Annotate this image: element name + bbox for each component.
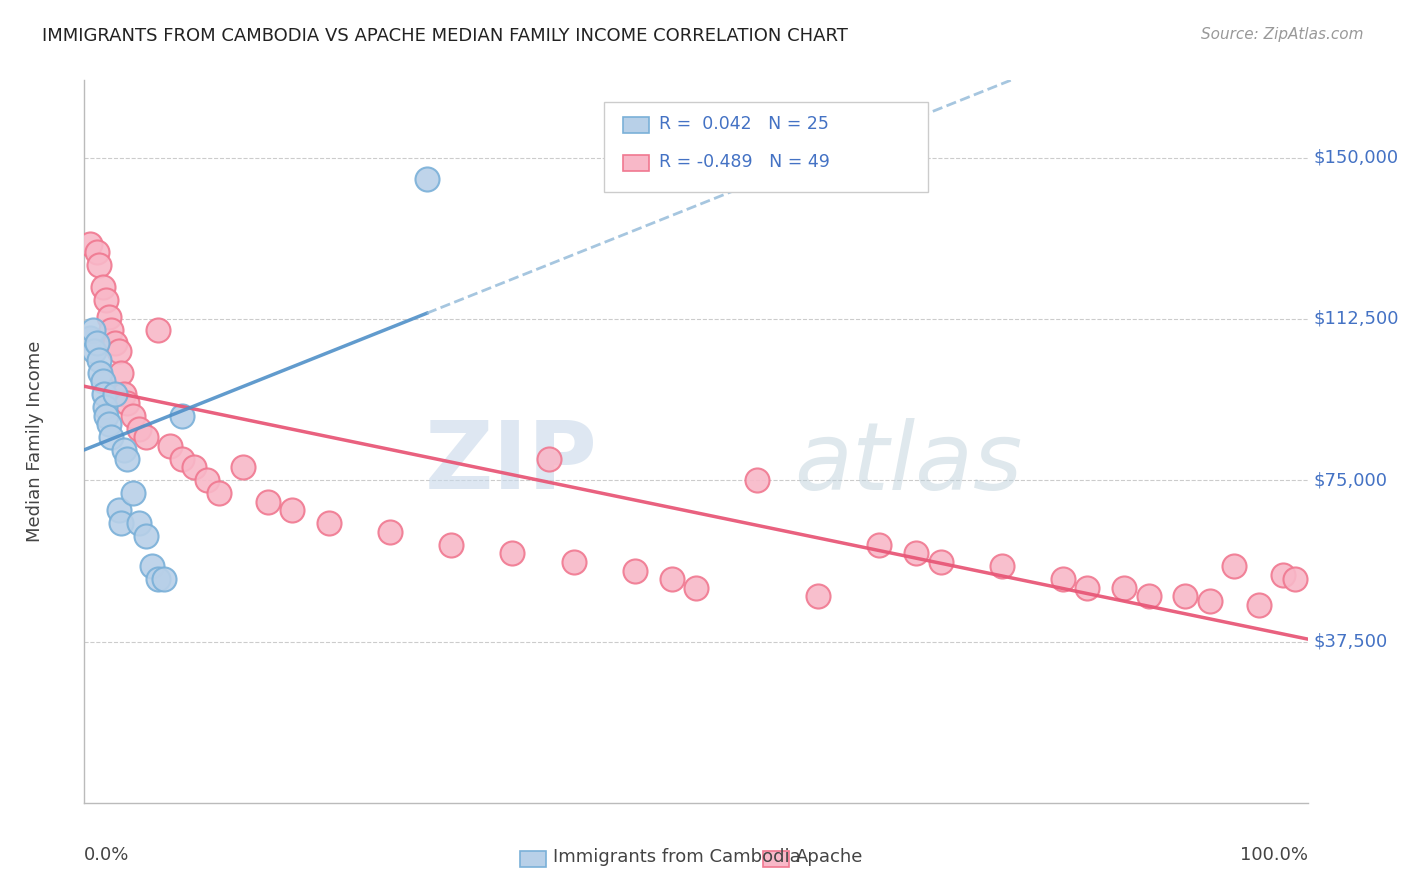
Text: $75,000: $75,000: [1313, 471, 1388, 489]
Point: [83, 344, 105, 359]
Text: $112,500: $112,500: [1313, 310, 1399, 328]
Point: [91, 279, 114, 293]
Point: [122, 409, 145, 423]
Point: [115, 451, 138, 466]
FancyBboxPatch shape: [605, 102, 928, 193]
Text: Median Family Income: Median Family Income: [27, 341, 45, 542]
Text: Apache: Apache: [796, 848, 863, 866]
Point: [562, 555, 585, 569]
Point: [807, 590, 830, 604]
Point: [318, 516, 340, 531]
Point: [991, 559, 1014, 574]
Text: atlas: atlas: [794, 417, 1022, 508]
Text: ZIP: ZIP: [425, 417, 598, 509]
Point: [91, 375, 114, 389]
Point: [94, 400, 117, 414]
Text: Source: ZipAtlas.com: Source: ZipAtlas.com: [1201, 27, 1364, 42]
Point: [110, 366, 132, 380]
Point: [1174, 590, 1197, 604]
Point: [79, 236, 101, 251]
Point: [100, 430, 122, 444]
Point: [141, 559, 163, 574]
Point: [661, 572, 683, 586]
Point: [685, 581, 707, 595]
Point: [172, 451, 194, 466]
Point: [122, 486, 145, 500]
Point: [104, 387, 127, 401]
Text: $37,500: $37,500: [1313, 632, 1388, 650]
Text: $150,000: $150,000: [1313, 149, 1399, 167]
Point: [538, 451, 561, 466]
Point: [96, 293, 118, 307]
Point: [128, 422, 150, 436]
Point: [96, 409, 118, 423]
Point: [146, 572, 169, 586]
Text: 0.0%: 0.0%: [84, 847, 129, 864]
Point: [1272, 567, 1295, 582]
Point: [1114, 581, 1136, 595]
Text: 100.0%: 100.0%: [1240, 847, 1308, 864]
Point: [1076, 581, 1098, 595]
Text: R = -0.489   N = 49: R = -0.489 N = 49: [659, 153, 830, 171]
Point: [112, 443, 135, 458]
Point: [440, 538, 463, 552]
Point: [86, 335, 108, 350]
Text: IMMIGRANTS FROM CAMBODIA VS APACHE MEDIAN FAMILY INCOME CORRELATION CHART: IMMIGRANTS FROM CAMBODIA VS APACHE MEDIA…: [42, 27, 848, 45]
Point: [82, 323, 104, 337]
Point: [89, 366, 111, 380]
Point: [905, 546, 928, 560]
Point: [1137, 590, 1160, 604]
Point: [107, 344, 129, 359]
Point: [110, 516, 132, 531]
Point: [159, 439, 181, 453]
Point: [232, 460, 254, 475]
Text: Immigrants from Cambodia: Immigrants from Cambodia: [553, 848, 800, 866]
Bar: [623, 154, 650, 170]
Bar: [623, 117, 650, 133]
Point: [1284, 572, 1306, 586]
Point: [153, 572, 176, 586]
Point: [624, 564, 647, 578]
Point: [416, 172, 439, 186]
Point: [87, 258, 110, 272]
Point: [502, 546, 524, 560]
Point: [1247, 598, 1270, 612]
Point: [146, 323, 169, 337]
Point: [281, 503, 304, 517]
Point: [195, 473, 218, 487]
Point: [1198, 593, 1220, 607]
Point: [172, 409, 194, 423]
Point: [115, 396, 138, 410]
Point: [257, 494, 280, 508]
Point: [380, 524, 402, 539]
Point: [104, 335, 127, 350]
Point: [128, 516, 150, 531]
Point: [1052, 572, 1074, 586]
Point: [79, 331, 101, 345]
Text: R =  0.042   N = 25: R = 0.042 N = 25: [659, 115, 830, 133]
Point: [208, 486, 231, 500]
Point: [97, 417, 120, 432]
Point: [183, 460, 205, 475]
Point: [747, 473, 769, 487]
Point: [869, 538, 891, 552]
Point: [112, 387, 135, 401]
Point: [135, 529, 157, 543]
Point: [87, 352, 110, 367]
Point: [929, 555, 952, 569]
Point: [93, 387, 115, 401]
Point: [1223, 559, 1246, 574]
Point: [135, 430, 157, 444]
Point: [97, 310, 120, 324]
Point: [100, 323, 122, 337]
Point: [86, 245, 108, 260]
Point: [107, 503, 129, 517]
